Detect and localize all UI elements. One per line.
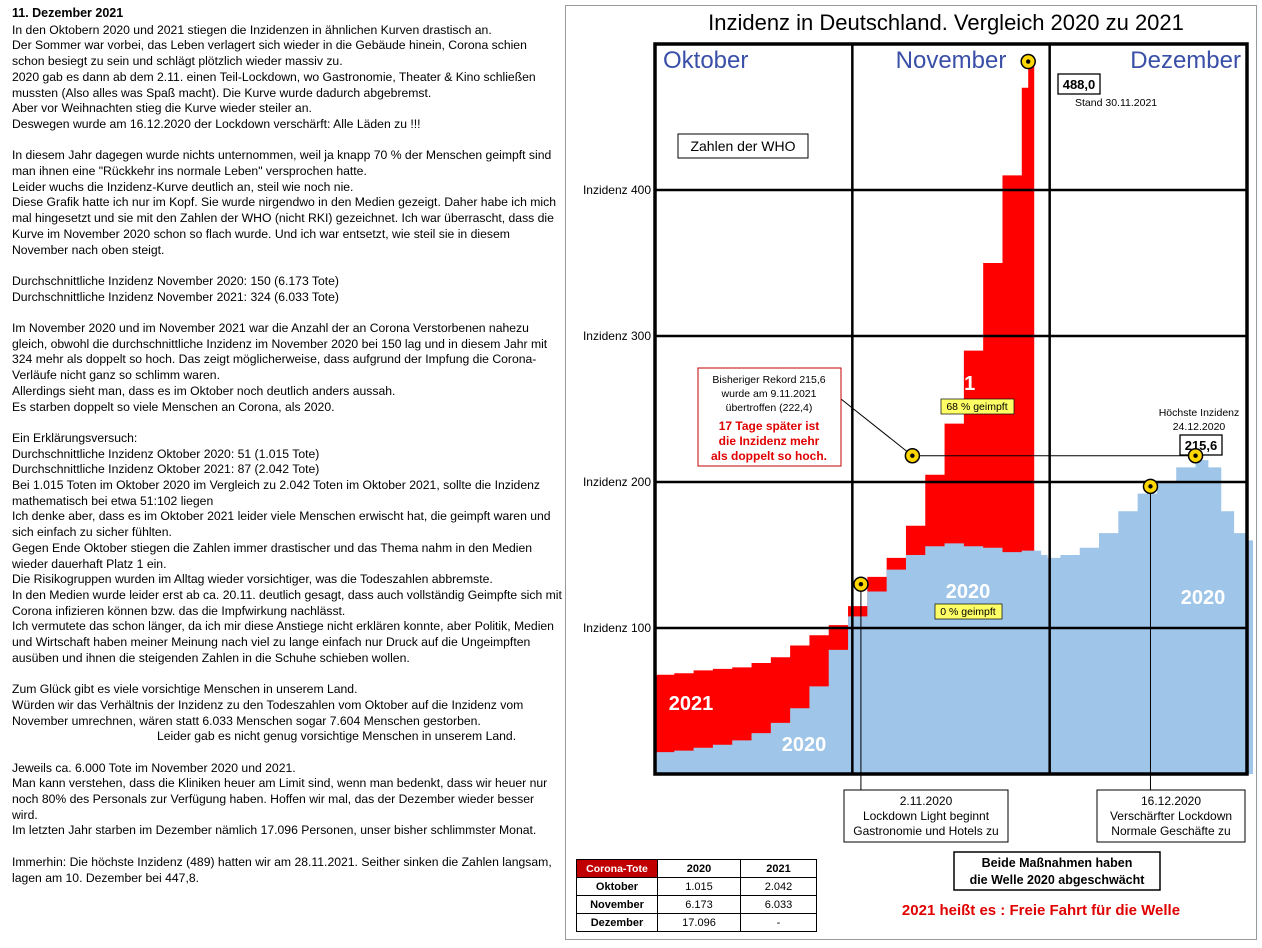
deaths-table-month: Dezember	[576, 913, 658, 932]
lockdown-hard-line-2: Verschärfter Lockdown	[1110, 809, 1232, 823]
marker-peak-2021-dot	[1026, 59, 1031, 64]
deaths-table-cell: 6.173	[657, 895, 741, 914]
deaths-table-month: November	[576, 895, 658, 914]
vaccination-badge-2020-box	[934, 603, 1003, 620]
area-label-2021-red: 2021	[931, 373, 976, 395]
marker-peak-2020-dot	[1193, 453, 1198, 458]
deaths-table-header: 2021	[740, 859, 817, 878]
record-line-3: übertroffen (222,4)	[726, 402, 813, 414]
peak-2020-label-2: 24.12.2020	[1173, 421, 1226, 433]
source-box-frame	[677, 133, 809, 159]
deaths-table-header: 2020	[657, 859, 741, 878]
area-label-2021-oct: 2021	[669, 693, 714, 715]
record-box	[697, 367, 842, 467]
article-date: 11. Dezember 2021	[12, 6, 124, 20]
marker-layer	[853, 53, 1204, 592]
y-axis-labels: Inzidenz 100 Inzidenz 200 Inzidenz 300 Inzi…	[583, 183, 651, 635]
lockdown-light-box	[843, 789, 1009, 843]
lockdown-hard-annotation: 16.12.2020 Verschärfter Lockdown Normale…	[1096, 789, 1246, 843]
area-labels: 2021 68 % geimpft 2021 2020 0 % geimpft …	[669, 373, 1226, 756]
peak-2021-annotation: 488,0 Stand 30.11.2021	[1057, 73, 1157, 109]
y-tick-label: Inzidenz 200	[583, 475, 651, 489]
lockdown-hard-box	[1096, 789, 1246, 843]
table-row: Oktober 1.015 2.042	[576, 877, 817, 896]
record-line-2: wurde am 9.11.2021	[721, 388, 817, 400]
paragraph-indented: Leider gab es nicht genug vorsichtige Me…	[157, 729, 517, 744]
month-label: Oktober	[663, 47, 748, 74]
paragraph: Jeweils ca. 6.000 Tote im November 2020 …	[12, 760, 548, 838]
vaccination-badge-2021-box	[940, 398, 1015, 415]
deaths-table: Corona-Tote 2020 2021 Oktober 1.015 2.04…	[576, 859, 817, 932]
marker-record-dot	[910, 453, 915, 458]
paragraph: In diesem Jahr dagegen wurde nichts unte…	[12, 148, 556, 257]
lockdown-light-annotation: 2.11.2020 Lockdown Light beginnt Gastron…	[843, 789, 1009, 843]
deaths-table-cell: 1.015	[657, 877, 741, 896]
deaths-table-cell: -	[740, 913, 817, 932]
y-tick-label: Inzidenz 400	[583, 183, 651, 197]
summary-line-2: die Welle 2020 abgeschwächt	[970, 873, 1146, 887]
y-tick-label: Inzidenz 100	[583, 621, 651, 635]
summary-box	[953, 851, 1161, 891]
peak-2020-label-1: Höchste Inzidenz	[1159, 407, 1240, 419]
paragraph: Durchschnittliche Inzidenz November 2020…	[12, 273, 339, 304]
marker-lockdown-light-dot	[858, 582, 864, 587]
marker-lockdown-hard-dot	[1148, 484, 1153, 489]
source-label: Zahlen der WHO	[690, 138, 795, 154]
vaccination-badge-2021: 68 % geimpft	[946, 401, 1007, 413]
peak-2021-value-box	[1057, 73, 1101, 95]
record-annotation: Bisheriger Rekord 215,6 wurde am 9.11.20…	[697, 367, 842, 467]
month-label: November	[896, 47, 1007, 74]
area-label-2020-oct: 2020	[782, 734, 827, 756]
peak-2020-annotation: Höchste Inzidenz 24.12.2020 215,6	[1159, 407, 1240, 456]
lockdown-light-line-3: Gastronomie und Hotels zu	[853, 824, 998, 838]
deaths-table-month: Oktober	[576, 877, 658, 896]
table-row: November 6.173 6.033	[576, 895, 817, 914]
lockdown-light-line-2: Lockdown Light beginnt	[863, 809, 990, 823]
summary-annotation: Beide Maßnahmen haben die Welle 2020 abg…	[953, 851, 1161, 891]
annotation-connectors	[840, 398, 1196, 790]
record-highlight-2: die Inzidenz mehr	[719, 434, 820, 448]
record-connector	[840, 398, 913, 457]
summary-line-1: Beide Maßnahmen haben	[982, 856, 1133, 870]
lockdown-hard-line-3: Normale Geschäfte zu	[1111, 824, 1230, 838]
peak-2021-note: Stand 30.11.2021	[1075, 97, 1157, 109]
slogan: 2021 heißt es : Freie Fahrt für die Well…	[902, 902, 1180, 919]
table-row: Dezember 17.096 -	[576, 913, 817, 932]
plot-border	[653, 42, 1249, 776]
vaccination-badge-2020: 0 % geimpft	[940, 606, 996, 618]
month-labels: Oktober November Dezember	[663, 47, 1241, 74]
area-label-2020-nov: 2020	[946, 581, 991, 603]
paragraph: In den Oktobern 2020 und 2021 stiegen di…	[12, 22, 536, 131]
deaths-table-header: Corona-Tote	[576, 859, 658, 878]
deaths-table-cell: 17.096	[657, 913, 741, 932]
area-label-2020-dec: 2020	[1181, 587, 1226, 609]
article-text: 11. Dezember 2021 In den Oktobern 2020 u…	[12, 6, 562, 902]
lockdown-hard-line-1: 16.12.2020	[1141, 794, 1201, 808]
paragraph: Ein Erklärungsversuch: Durchschnittliche…	[12, 430, 562, 665]
paragraph: Im November 2020 und im November 2021 wa…	[12, 321, 548, 414]
month-label: Dezember	[1130, 47, 1241, 74]
record-line-1: Bisheriger Rekord 215,6	[712, 374, 825, 386]
lockdown-light-line-1: 2.11.2020	[900, 794, 953, 808]
record-highlight-3: als doppelt so hoch.	[711, 449, 827, 463]
paragraph: Immerhin: Die höchste Inzidenz (489) hat…	[12, 854, 552, 885]
deaths-table-cell: 2.042	[740, 877, 817, 896]
deaths-table-wrapper: Corona-Tote 2020 2021 Oktober 1.015 2.04…	[576, 859, 817, 932]
peak-2021-value: 488,0	[1063, 77, 1096, 92]
chart-title: Inzidenz in Deutschland. Vergleich 2020 …	[708, 10, 1184, 35]
y-tick-label: Inzidenz 300	[583, 329, 651, 343]
incidence-chart: Inzidenz in Deutschland. Vergleich 2020 …	[576, 10, 1253, 932]
deaths-table-cell: 6.033	[740, 895, 817, 914]
record-highlight-1: 17 Tage später ist	[719, 419, 820, 433]
source-box: Zahlen der WHO	[677, 133, 809, 159]
chart-frame: Inzidenz in Deutschland. Vergleich 2020 …	[565, 5, 1257, 940]
deaths-table-header-row: Corona-Tote 2020 2021	[576, 859, 817, 878]
paragraph: Zum Glück gibt es viele vorsichtige Mens…	[12, 682, 524, 728]
